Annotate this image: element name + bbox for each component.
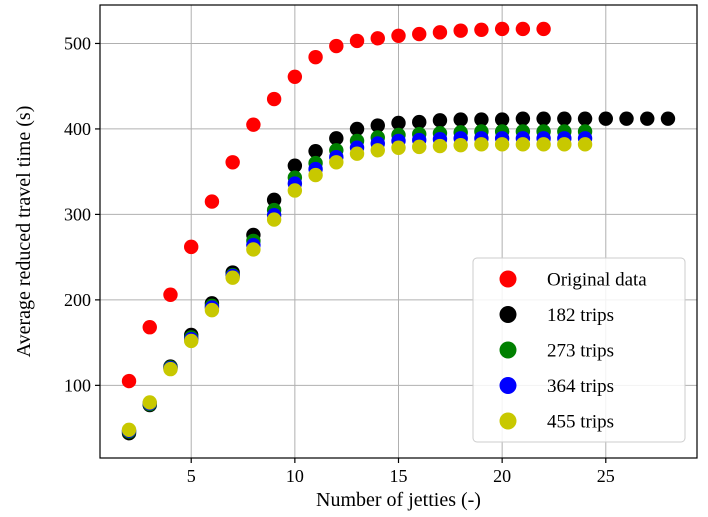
data-point <box>536 21 551 37</box>
legend-marker <box>499 412 517 430</box>
series-1 <box>121 21 551 389</box>
y-tick-label: 100 <box>64 375 91 395</box>
data-point <box>494 21 510 37</box>
data-point <box>287 158 303 173</box>
legend-label: 182 trips <box>547 305 614 326</box>
data-point <box>121 373 137 389</box>
data-point <box>266 212 282 227</box>
data-point <box>557 137 572 152</box>
y-tick-label: 500 <box>64 33 91 53</box>
data-point <box>329 131 344 146</box>
data-point <box>474 112 489 127</box>
data-point <box>412 139 427 155</box>
data-point <box>432 138 448 154</box>
data-point <box>577 137 593 152</box>
data-point <box>121 422 137 437</box>
y-tick-label: 400 <box>64 119 91 139</box>
data-point <box>453 112 468 127</box>
data-point <box>308 143 323 159</box>
data-point <box>142 320 157 335</box>
legend-label: 364 trips <box>547 376 614 397</box>
data-point <box>142 395 157 410</box>
data-point <box>308 167 323 183</box>
data-points <box>121 21 676 441</box>
y-tick-label: 200 <box>64 290 91 310</box>
data-point <box>246 117 261 132</box>
data-point <box>225 270 240 285</box>
data-point <box>391 115 406 131</box>
data-point <box>308 49 323 65</box>
data-point <box>536 137 551 152</box>
data-point <box>474 22 489 37</box>
data-point <box>246 242 261 257</box>
data-point <box>370 143 385 158</box>
data-point <box>619 111 634 126</box>
legend-label: 273 trips <box>547 341 614 362</box>
data-point <box>557 111 572 126</box>
data-point <box>163 361 178 377</box>
data-point <box>391 140 406 155</box>
data-point <box>266 192 282 208</box>
data-point <box>494 137 510 152</box>
data-point <box>184 333 199 349</box>
series-5 <box>121 137 593 437</box>
data-point <box>515 137 531 152</box>
data-point <box>515 21 531 37</box>
y-axis-label: Average reduced travel time (s) <box>13 106 35 358</box>
data-point <box>349 146 365 161</box>
data-point <box>453 137 468 153</box>
data-point <box>391 28 406 43</box>
data-point <box>536 111 551 126</box>
data-point <box>266 91 282 107</box>
x-tick-label: 15 <box>390 466 408 486</box>
data-point <box>370 118 385 133</box>
data-point <box>163 287 178 302</box>
data-point <box>474 137 489 152</box>
data-point <box>640 111 655 126</box>
data-point <box>349 121 365 137</box>
legend-label: 455 trips <box>547 412 614 433</box>
data-point <box>349 33 365 49</box>
data-point <box>225 155 240 170</box>
legend-label: Original data <box>547 270 647 291</box>
legend: Original data 182 trips 273 trips 364 trips… <box>472 257 686 443</box>
legend-marker <box>499 377 517 394</box>
legend-marker <box>499 306 517 323</box>
x-tick-label: 25 <box>597 466 615 486</box>
data-point <box>432 113 448 128</box>
x-tick-label: 20 <box>493 466 511 486</box>
axis-ticks: 5 10 15 20 25 100 200 300 400 500 <box>64 33 615 486</box>
data-point <box>515 111 531 126</box>
legend-box <box>472 257 686 443</box>
y-tick-label: 300 <box>64 204 91 224</box>
data-point <box>453 23 468 38</box>
data-point <box>329 38 344 54</box>
legend-marker <box>499 341 517 359</box>
data-point <box>412 26 427 42</box>
data-point <box>432 25 448 40</box>
data-point <box>329 155 344 170</box>
x-axis-label: Number of jetties (-) <box>316 489 481 511</box>
data-point <box>660 111 676 126</box>
data-point <box>494 112 510 127</box>
data-point <box>577 111 593 126</box>
data-point <box>412 114 427 130</box>
legend-marker <box>499 270 517 288</box>
data-point <box>287 183 303 198</box>
data-point <box>184 239 199 255</box>
x-tick-label: 5 <box>187 466 196 486</box>
data-point <box>287 69 303 84</box>
x-tick-label: 10 <box>286 466 304 486</box>
data-point <box>204 302 220 318</box>
data-point <box>370 31 385 46</box>
data-point <box>598 111 613 126</box>
data-point <box>204 194 220 209</box>
